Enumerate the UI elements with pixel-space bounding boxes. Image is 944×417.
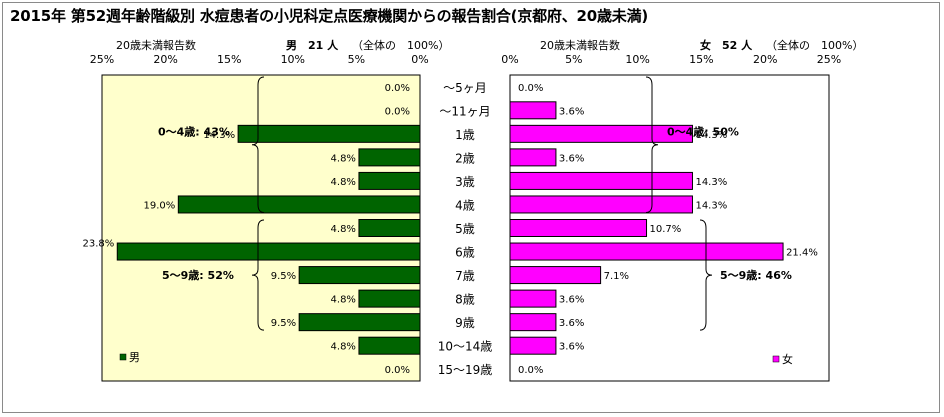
age-category-label: 9歳	[455, 316, 475, 330]
male-age-group-label: 5～9歳: 52%	[162, 268, 234, 282]
male-bar-value-label: 9.5%	[271, 271, 296, 282]
female-bar-value-label: 3.6%	[559, 295, 584, 306]
male-x-tick-label: 5%	[348, 53, 365, 66]
male-age-group-brace	[251, 76, 265, 213]
female-bar-value-label: 3.6%	[559, 153, 584, 164]
age-category-label: 8歳	[455, 293, 475, 307]
age-category-label: 4歳	[455, 198, 475, 212]
age-category-label: 5歳	[455, 222, 475, 236]
male-bar	[358, 336, 421, 355]
female-bar	[509, 148, 557, 167]
female-x-tick-label: 25%	[817, 53, 841, 66]
male-bar-value-label: 9.5%	[271, 318, 296, 329]
male-bar-value-label: 0.0%	[385, 365, 410, 376]
age-category-label: 1歳	[455, 128, 475, 142]
female-bar-value-label: 3.6%	[559, 318, 584, 329]
female-bar-value-label: 0.0%	[518, 83, 543, 94]
female-bar-value-label: 14.3%	[695, 200, 727, 211]
female-total-header: 女 52 人	[700, 39, 753, 52]
male-bar-value-label: 4.8%	[331, 177, 356, 188]
male-age-group-brace	[251, 219, 265, 331]
male-x-tick-label: 10%	[281, 53, 305, 66]
male-bar-value-label: 0.0%	[385, 106, 410, 117]
age-category-label: 2歳	[455, 151, 475, 165]
right-axis-caption: 20歳未満報告数	[540, 39, 620, 52]
male-x-tick-label: 15%	[217, 53, 241, 66]
age-category-label: ～5ヶ月	[443, 81, 487, 95]
female-bar	[509, 219, 648, 237]
age-category-label: 15～19歳	[438, 363, 493, 377]
male-bar-value-label: 4.8%	[331, 342, 356, 353]
male-bar-value-label: 4.8%	[331, 153, 356, 164]
female-age-group-label: 0～4歳: 50%	[667, 125, 739, 139]
female-x-tick-label: 20%	[753, 53, 777, 66]
female-bar	[509, 124, 693, 143]
female-bar	[509, 289, 557, 308]
chart-frame	[2, 2, 940, 413]
female-age-group-brace	[699, 219, 713, 331]
age-category-label: 3歳	[455, 175, 475, 189]
female-bar	[509, 195, 693, 214]
age-category-label: ～11ヶ月	[439, 104, 490, 118]
male-bar	[177, 195, 421, 214]
male-legend-label: 男	[129, 351, 140, 364]
female-bar	[509, 171, 693, 190]
female-legend-label: 女	[782, 352, 793, 366]
female-total-note: （全体の 100%）	[766, 39, 864, 52]
male-age-group-label: 0～4歳: 43%	[158, 125, 230, 139]
female-x-tick-label: 10%	[625, 53, 649, 66]
male-bar-value-label: 14.3%	[203, 130, 235, 141]
female-age-group-brace	[645, 76, 659, 213]
female-bar	[509, 313, 557, 332]
male-bar-value-label: 19.0%	[144, 200, 176, 211]
age-category-label: 6歳	[455, 246, 475, 260]
female-bar-value-label: 3.6%	[559, 106, 584, 117]
male-bar-value-label: 4.8%	[331, 295, 356, 306]
female-bar-value-label: 10.7%	[650, 224, 682, 235]
female-bar	[509, 336, 557, 355]
female-age-group-label: 5～9歳: 46%	[720, 268, 792, 282]
female-x-tick-label: 15%	[689, 53, 713, 66]
female-bar-value-label: 7.1%	[604, 271, 629, 282]
female-bar-value-label: 14.3%	[695, 177, 727, 188]
male-bar-value-label: 0.0%	[385, 83, 410, 94]
female-bar-value-label: 3.6%	[559, 342, 584, 353]
male-x-tick-label: 25%	[90, 53, 114, 66]
age-category-label: 7歳	[455, 269, 475, 283]
female-bar-value-label: 14.3%	[695, 130, 727, 141]
female-bar	[509, 266, 602, 285]
male-bar	[358, 219, 421, 237]
male-total-note: （全体の 100%）	[352, 39, 450, 52]
male-bar	[298, 313, 421, 332]
male-bar	[298, 266, 421, 285]
male-legend-swatch	[119, 353, 127, 361]
male-bar	[358, 289, 421, 308]
female-x-tick-label: 0%	[501, 53, 518, 66]
male-bar	[358, 171, 421, 190]
female-bar-value-label: 0.0%	[518, 365, 543, 376]
male-x-tick-label: 20%	[153, 53, 177, 66]
male-x-tick-label: 0%	[411, 53, 428, 66]
male-bar-value-label: 23.8%	[82, 239, 114, 250]
male-total-header: 男 21 人	[286, 39, 339, 52]
male-bar-value-label: 4.8%	[331, 224, 356, 235]
chart-title: 2015年 第52週年齢階級別 水痘患者の小児科定点医療機関からの報告割合(京都…	[10, 7, 649, 25]
female-bar	[509, 101, 557, 120]
male-bar	[358, 148, 421, 167]
left-axis-caption: 20歳未満報告数	[116, 39, 196, 52]
female-bar-value-label: 21.4%	[786, 248, 818, 259]
female-bar	[509, 242, 784, 261]
female-x-tick-label: 5%	[565, 53, 582, 66]
male-bar	[116, 242, 421, 261]
female-legend-swatch	[772, 355, 780, 363]
male-bar	[237, 124, 421, 143]
age-category-label: 10～14歳	[438, 340, 493, 354]
